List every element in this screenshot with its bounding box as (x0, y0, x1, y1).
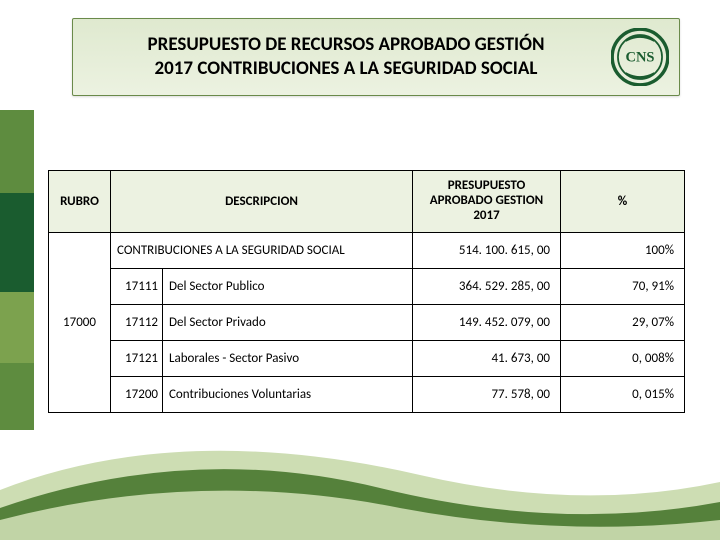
table-row: 17111 Del Sector Publico 364. 529. 285, … (49, 268, 685, 304)
arc-dark (0, 469, 720, 540)
code-cell: 17112 (111, 304, 163, 340)
desc-cell: Contribuciones Voluntarias (163, 376, 413, 412)
amount-cell: 77. 578, 00 (413, 376, 561, 412)
logo-letters: CNS (625, 50, 654, 66)
pct-cell: 0, 008% (561, 340, 685, 376)
amount-cell: 149. 452. 079, 00 (413, 304, 561, 340)
title-text: PRESUPUESTO DE RECURSOS APROBADO GESTIÓN… (73, 29, 609, 85)
left-stripe (0, 110, 34, 430)
stripe-seg-4 (0, 363, 34, 430)
table-row: 17200 Contribuciones Voluntarias 77. 578… (49, 376, 685, 412)
code-cell: 17200 (111, 376, 163, 412)
title-band: PRESUPUESTO DE RECURSOS APROBADO GESTIÓN… (72, 18, 680, 96)
desc-cell: Laborales - Sector Pasivo (163, 340, 413, 376)
stripe-seg-2 (0, 193, 34, 292)
table-row: 17000 CONTRIBUCIONES A LA SEGURIDAD SOCI… (49, 232, 685, 268)
table-body: 17000 CONTRIBUCIONES A LA SEGURIDAD SOCI… (49, 232, 685, 412)
pct-cell: 100% (561, 232, 685, 268)
table-row: 17121 Laborales - Sector Pasivo 41. 673,… (49, 340, 685, 376)
slide: PRESUPUESTO DE RECURSOS APROBADO GESTIÓN… (0, 0, 720, 540)
code-cell: 17111 (111, 268, 163, 304)
decorative-arcs (0, 420, 720, 540)
hdr-descripcion: DESCRIPCION (111, 171, 413, 233)
title-line1: PRESUPUESTO DE RECURSOS APROBADO GESTIÓN (148, 33, 545, 56)
table-header-row: RUBRO DESCRIPCION PRESUPUESTO APROBADO G… (49, 171, 685, 233)
rubro-cell: 17000 (49, 232, 111, 412)
stripe-seg-3 (0, 292, 34, 362)
logo: CNS (609, 26, 671, 88)
pct-cell: 70, 91% (561, 268, 685, 304)
table-row: 17112 Del Sector Privado 149. 452. 079, … (49, 304, 685, 340)
amount-cell: 41. 673, 00 (413, 340, 561, 376)
hdr-pct: % (561, 171, 685, 233)
desc-cell: Del Sector Privado (163, 304, 413, 340)
budget-table: RUBRO DESCRIPCION PRESUPUESTO APROBADO G… (48, 170, 685, 413)
amount-cell: 364. 529. 285, 00 (413, 268, 561, 304)
budget-table-wrap: RUBRO DESCRIPCION PRESUPUESTO APROBADO G… (48, 170, 684, 413)
hdr-presupuesto: PRESUPUESTO APROBADO GESTION 2017 (413, 171, 561, 233)
code-cell: 17121 (111, 340, 163, 376)
stripe-seg-1 (0, 110, 34, 193)
hdr-rubro: RUBRO (49, 171, 111, 233)
pct-cell: 29, 07% (561, 304, 685, 340)
desc-cell: CONTRIBUCIONES A LA SEGURIDAD SOCIAL (111, 232, 413, 268)
arc-light (0, 451, 720, 540)
title-line2: 2017 CONTRIBUCIONES A LA SEGURIDAD SOCIA… (155, 57, 538, 80)
desc-cell: Del Sector Publico (163, 268, 413, 304)
arc-light-2 (0, 491, 720, 540)
amount-cell: 514. 100. 615, 00 (413, 232, 561, 268)
pct-cell: 0, 015% (561, 376, 685, 412)
